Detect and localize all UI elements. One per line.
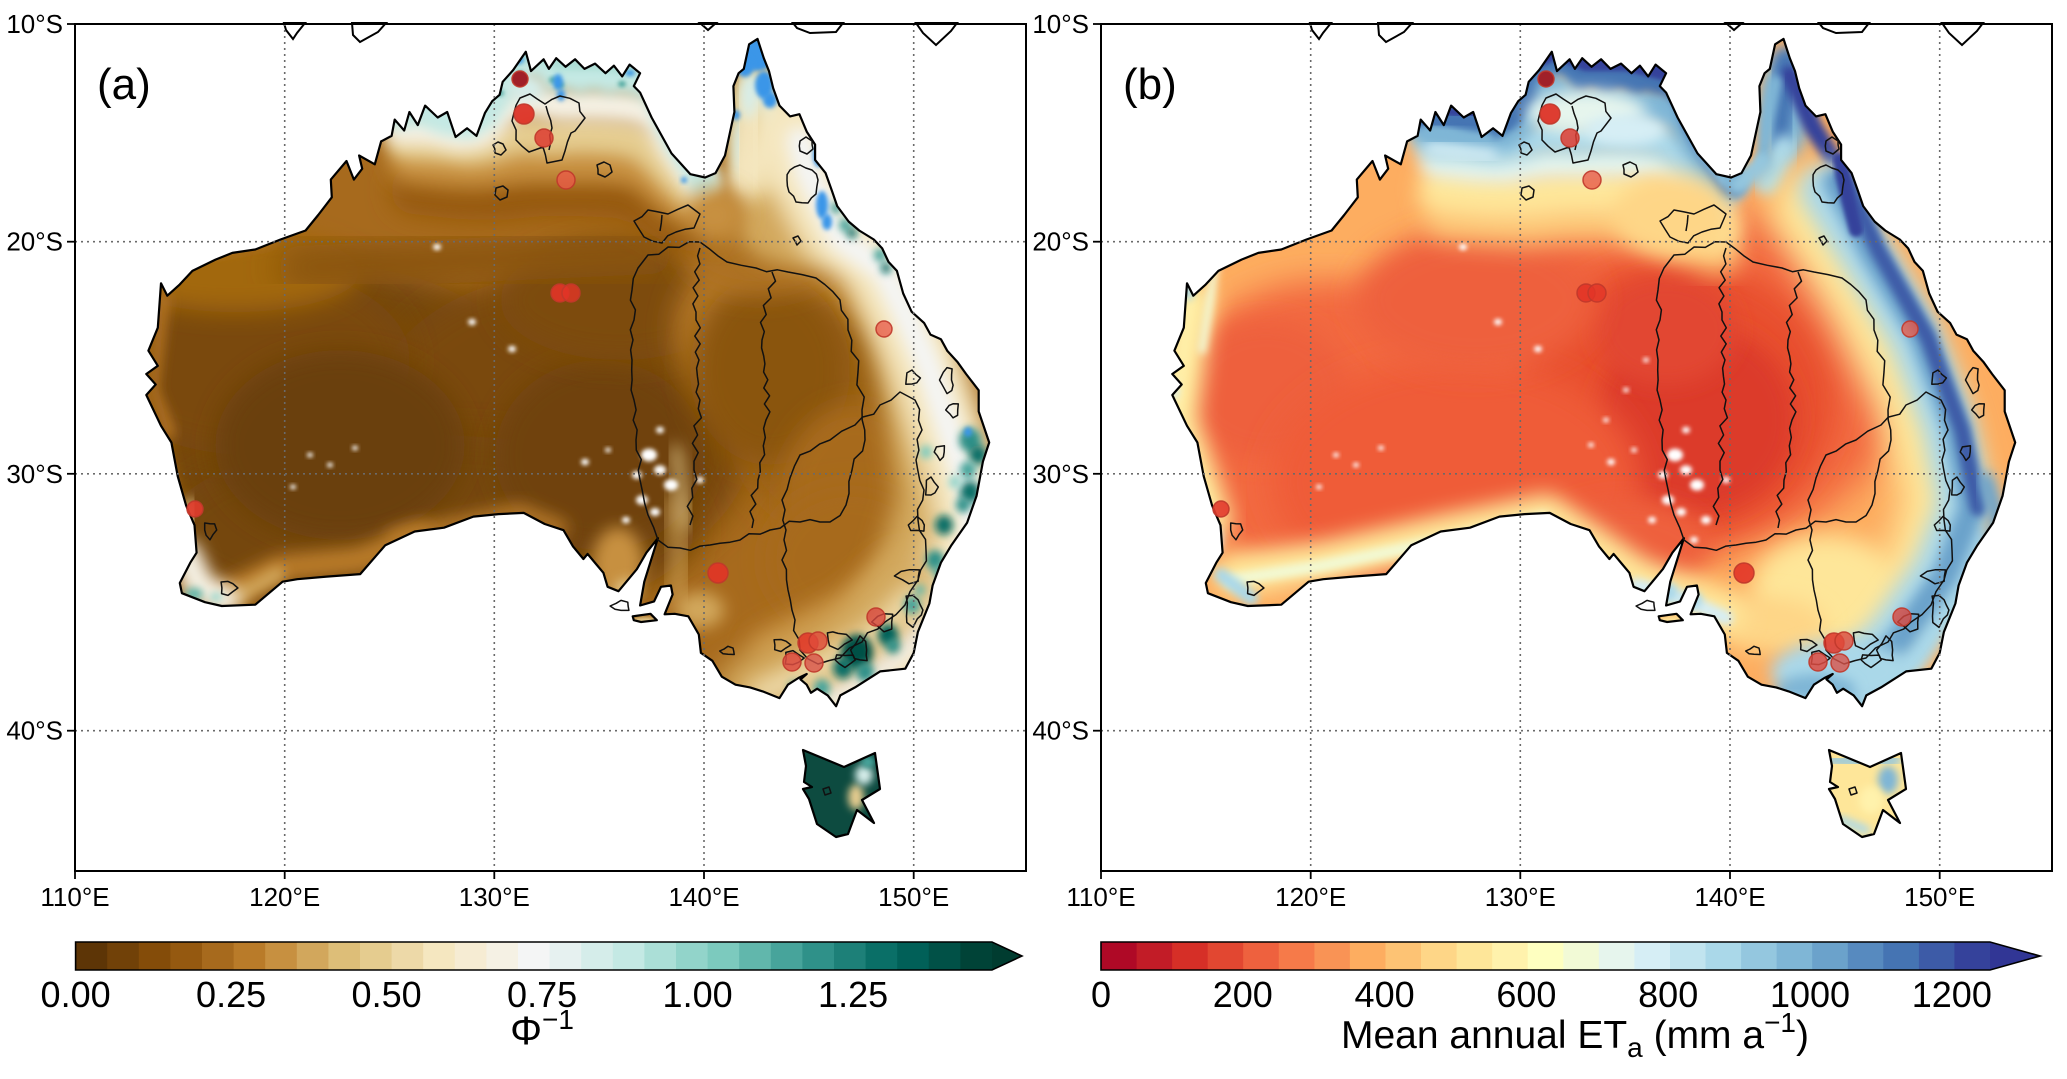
svg-text:0.75: 0.75: [507, 974, 577, 1015]
svg-text:(a): (a): [97, 60, 151, 109]
svg-text:30°S: 30°S: [6, 459, 63, 489]
svg-text:0: 0: [1091, 974, 1111, 1015]
svg-text:150°E: 150°E: [878, 882, 949, 912]
svg-text:130°E: 130°E: [1485, 882, 1556, 912]
svg-text:10°S: 10°S: [6, 9, 63, 39]
svg-text:800: 800: [1638, 974, 1698, 1015]
svg-text:150°E: 150°E: [1904, 882, 1975, 912]
svg-text:20°S: 20°S: [6, 227, 63, 257]
svg-text:20°S: 20°S: [1032, 227, 1089, 257]
svg-text:0.50: 0.50: [352, 974, 422, 1015]
svg-text:140°E: 140°E: [1694, 882, 1765, 912]
svg-text:400: 400: [1355, 974, 1415, 1015]
svg-text:110°E: 110°E: [40, 882, 109, 912]
svg-text:600: 600: [1496, 974, 1556, 1015]
svg-text:Mean annual ETa (mm a−1): Mean annual ETa (mm a−1): [1341, 1007, 1809, 1063]
svg-text:1.00: 1.00: [663, 974, 733, 1015]
svg-text:130°E: 130°E: [459, 882, 530, 912]
svg-text:120°E: 120°E: [249, 882, 320, 912]
svg-text:140°E: 140°E: [668, 882, 739, 912]
svg-text:1200: 1200: [1912, 974, 1992, 1015]
svg-text:(b): (b): [1123, 60, 1177, 109]
svg-text:1000: 1000: [1770, 974, 1850, 1015]
svg-text:40°S: 40°S: [1032, 716, 1089, 746]
svg-text:30°S: 30°S: [1032, 459, 1089, 489]
svg-text:1.25: 1.25: [818, 974, 888, 1015]
svg-text:0.00: 0.00: [41, 974, 111, 1015]
svg-text:0.25: 0.25: [196, 974, 266, 1015]
svg-text:120°E: 120°E: [1275, 882, 1346, 912]
svg-text:10°S: 10°S: [1032, 9, 1089, 39]
svg-text:40°S: 40°S: [6, 716, 63, 746]
svg-text:200: 200: [1213, 974, 1273, 1015]
svg-text:110°E: 110°E: [1066, 882, 1135, 912]
